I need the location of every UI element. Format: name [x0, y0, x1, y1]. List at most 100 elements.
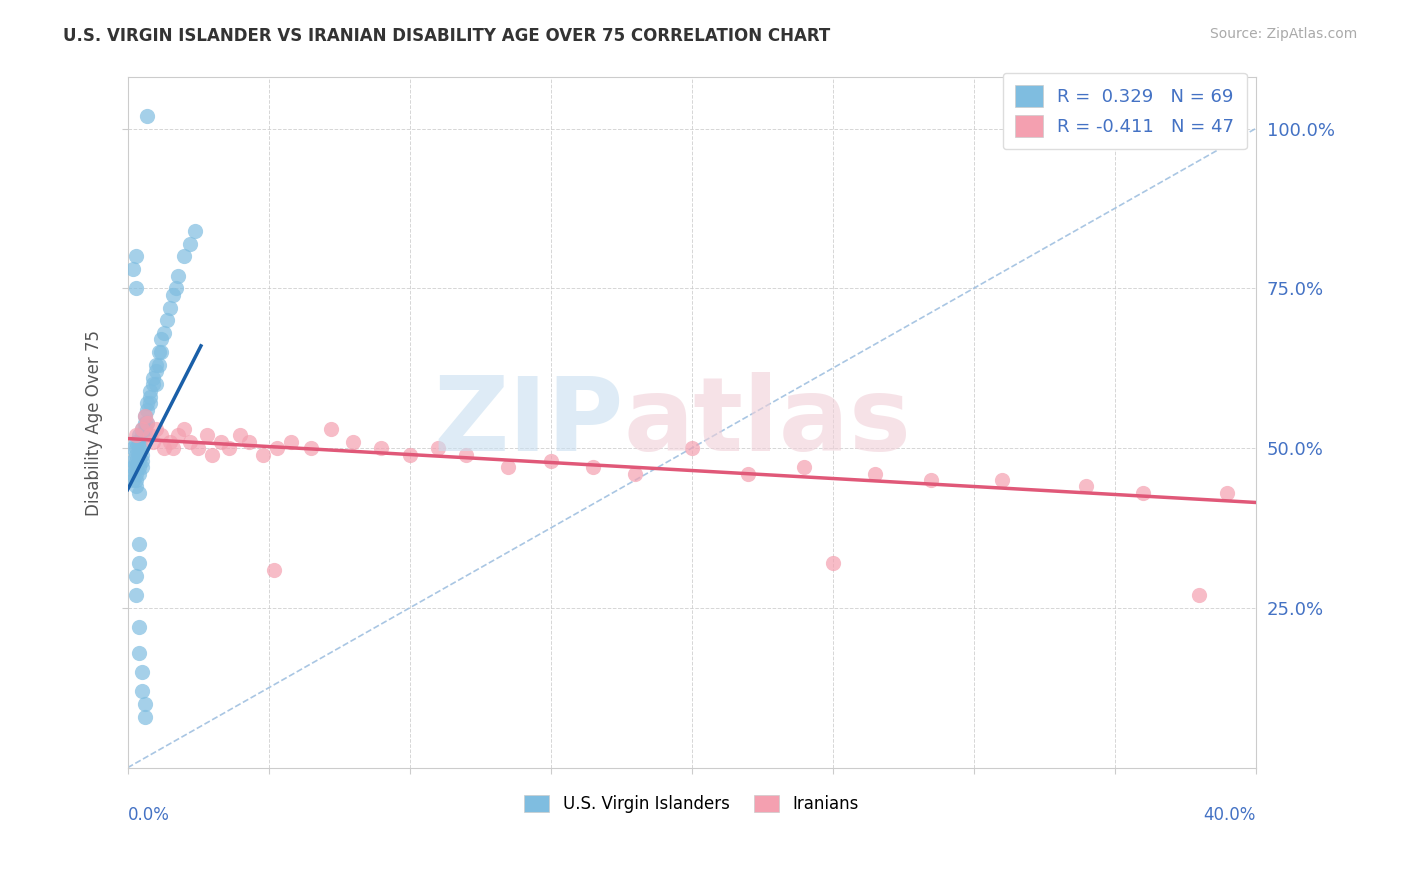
Point: [128, 454, 150, 468]
Point: [122, 467, 145, 481]
Point: [681, 441, 703, 455]
Point: [125, 281, 148, 295]
Point: [134, 409, 156, 424]
Point: [159, 434, 181, 449]
Point: [165, 281, 187, 295]
Point: [128, 556, 150, 570]
Point: [125, 467, 148, 481]
Point: [131, 665, 153, 679]
Point: [209, 434, 232, 449]
Point: [136, 416, 159, 430]
Point: [131, 428, 153, 442]
Point: [122, 441, 145, 455]
Point: [263, 563, 285, 577]
Point: [195, 428, 218, 442]
Point: [131, 454, 153, 468]
Point: [793, 460, 815, 475]
Point: [454, 448, 477, 462]
Point: [128, 467, 150, 481]
Point: [162, 287, 184, 301]
Point: [128, 434, 150, 449]
Point: [150, 345, 173, 359]
Point: [131, 441, 153, 455]
Point: [201, 448, 224, 462]
Point: [153, 441, 176, 455]
Point: [145, 358, 167, 372]
Point: [150, 333, 173, 347]
Point: [145, 422, 167, 436]
Point: [125, 448, 148, 462]
Point: [128, 646, 150, 660]
Point: [398, 448, 420, 462]
Point: [173, 249, 195, 263]
Point: [122, 473, 145, 487]
Point: [136, 109, 159, 123]
Point: [125, 428, 148, 442]
Point: [139, 390, 162, 404]
Point: [266, 441, 288, 455]
Point: [1076, 479, 1098, 493]
Point: [134, 697, 156, 711]
Text: atlas: atlas: [624, 372, 912, 473]
Point: [229, 428, 252, 442]
Point: [122, 262, 145, 277]
Point: [134, 416, 156, 430]
Point: [128, 620, 150, 634]
Point: [131, 460, 153, 475]
Point: [134, 428, 156, 442]
Text: 0.0%: 0.0%: [128, 805, 170, 823]
Point: [159, 301, 181, 315]
Point: [136, 396, 159, 410]
Point: [187, 441, 209, 455]
Point: [134, 422, 156, 436]
Point: [370, 441, 392, 455]
Point: [128, 486, 150, 500]
Point: [184, 224, 207, 238]
Point: [128, 428, 150, 442]
Point: [1188, 588, 1211, 602]
Point: [136, 402, 159, 417]
Point: [122, 454, 145, 468]
Point: [991, 473, 1014, 487]
Text: ZIP: ZIP: [433, 372, 624, 473]
Point: [179, 236, 201, 251]
Point: [498, 460, 520, 475]
Point: [125, 460, 148, 475]
Point: [863, 467, 886, 481]
Point: [128, 460, 150, 475]
Point: [179, 434, 201, 449]
Point: [131, 422, 153, 436]
Point: [125, 569, 148, 583]
Point: [624, 467, 647, 481]
Point: [142, 371, 165, 385]
Point: [131, 422, 153, 436]
Point: [342, 434, 364, 449]
Y-axis label: Disability Age Over 75: Disability Age Over 75: [86, 329, 103, 516]
Point: [920, 473, 942, 487]
Text: Source: ZipAtlas.com: Source: ZipAtlas.com: [1209, 27, 1357, 41]
Point: [162, 441, 184, 455]
Point: [582, 460, 605, 475]
Point: [125, 441, 148, 455]
Point: [125, 249, 148, 263]
Point: [128, 441, 150, 455]
Legend: U.S. Virgin Islanders, Iranians: U.S. Virgin Islanders, Iranians: [516, 787, 868, 822]
Point: [125, 434, 148, 449]
Point: [218, 441, 240, 455]
Point: [122, 460, 145, 475]
Point: [125, 473, 148, 487]
Point: [148, 358, 170, 372]
Point: [1216, 486, 1239, 500]
Point: [145, 377, 167, 392]
Point: [125, 479, 148, 493]
Point: [737, 467, 759, 481]
Point: [128, 537, 150, 551]
Point: [238, 434, 260, 449]
Point: [131, 448, 153, 462]
Point: [540, 454, 562, 468]
Point: [252, 448, 274, 462]
Point: [142, 377, 165, 392]
Point: [145, 364, 167, 378]
Point: [173, 422, 195, 436]
Point: [280, 434, 302, 449]
